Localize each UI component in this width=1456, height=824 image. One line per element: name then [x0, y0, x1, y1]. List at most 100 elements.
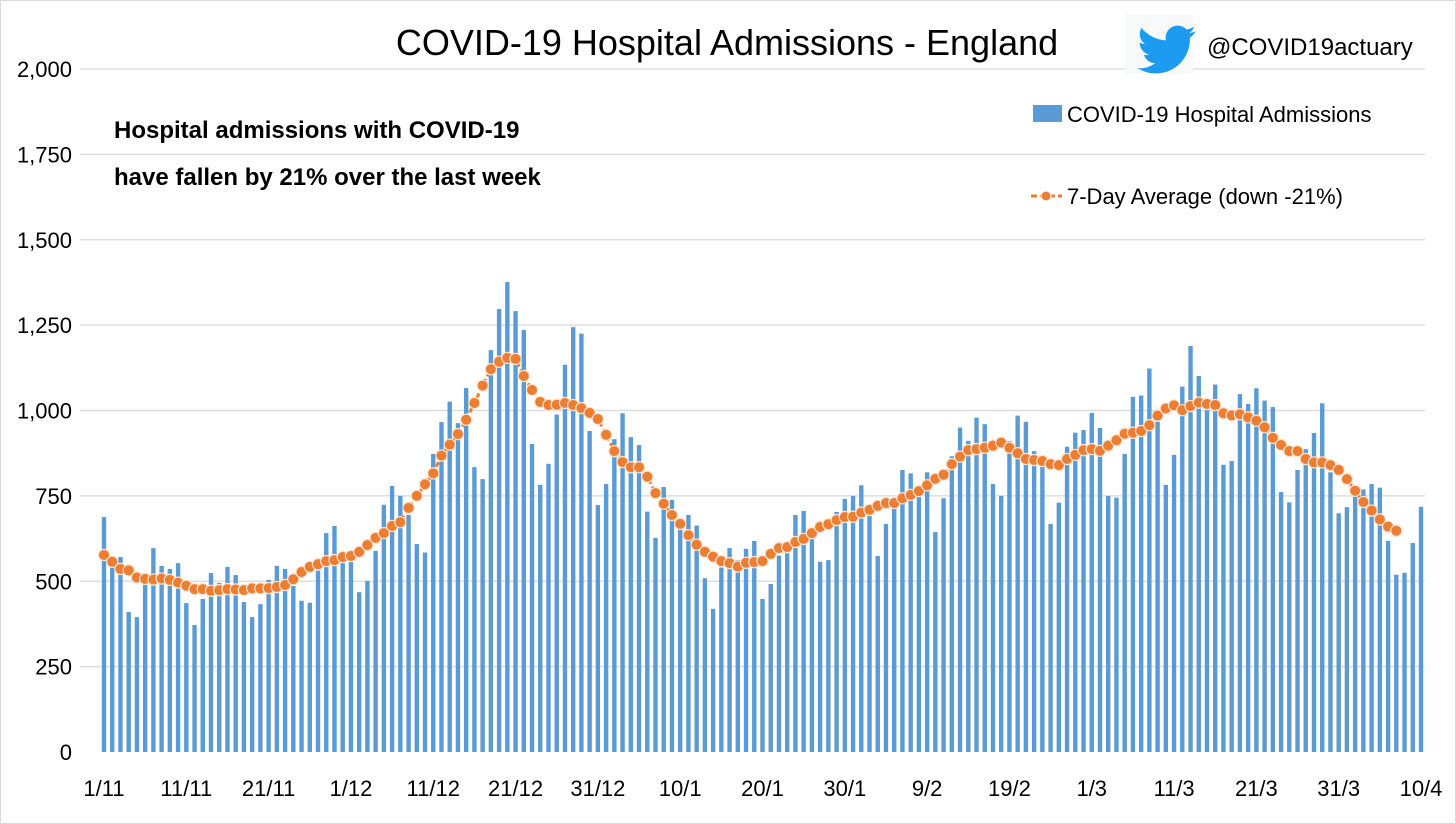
- bar: [307, 602, 312, 752]
- bar: [389, 485, 395, 752]
- average-point: [912, 484, 926, 498]
- bar: [752, 540, 757, 752]
- bar: [151, 548, 156, 752]
- bar: [1352, 496, 1358, 752]
- bar: [1031, 451, 1037, 752]
- bar: [134, 617, 140, 752]
- bar: [1106, 495, 1111, 752]
- bar: [463, 387, 469, 752]
- average-point: [945, 457, 959, 471]
- average-point: [797, 532, 810, 546]
- bar: [834, 511, 839, 752]
- bar: [1204, 410, 1210, 752]
- bar: [875, 555, 880, 752]
- average-point: [1052, 458, 1066, 472]
- bar: [348, 562, 354, 752]
- average-point: [451, 427, 465, 441]
- bar: [1311, 433, 1317, 752]
- bar: [645, 511, 650, 752]
- average-point: [756, 554, 769, 568]
- bar: [603, 483, 609, 752]
- legend-bar-swatch: [1033, 105, 1062, 122]
- average-point: [278, 578, 292, 592]
- bar: [1295, 469, 1300, 752]
- bar: [356, 592, 362, 752]
- legend-line-marker: [1040, 190, 1052, 202]
- bar: [365, 580, 370, 752]
- bar: [1147, 368, 1152, 752]
- twitter-handle: @COVID19actuary: [1207, 34, 1413, 61]
- average-point: [443, 438, 456, 451]
- bar: [826, 560, 831, 752]
- x-tick-label: 1/3: [1076, 776, 1107, 801]
- bar: [612, 439, 617, 752]
- bar: [118, 557, 123, 752]
- bar: [159, 565, 164, 752]
- average-point: [599, 428, 613, 441]
- average-point: [608, 444, 621, 458]
- bar: [760, 599, 765, 752]
- x-tick-label: 20/1: [741, 776, 784, 801]
- bar: [1155, 421, 1160, 752]
- legend: COVID-19 Hospital Admissions 7-Day Avera…: [1031, 102, 1371, 209]
- bar: [999, 495, 1004, 752]
- bar: [595, 505, 601, 752]
- bar: [1114, 497, 1119, 752]
- bar: [686, 514, 691, 752]
- bar: [225, 566, 230, 752]
- average-point: [583, 406, 596, 420]
- average-point: [1151, 409, 1164, 422]
- bar: [1344, 507, 1350, 752]
- bar: [513, 311, 518, 752]
- average-point: [937, 468, 950, 481]
- bar: [324, 533, 329, 752]
- bar: [1015, 415, 1020, 752]
- bar: [1369, 483, 1374, 752]
- x-tick-label: 21/3: [1235, 776, 1278, 801]
- average-point: [427, 467, 440, 480]
- average-point: [641, 470, 654, 483]
- bar: [554, 414, 559, 752]
- average-point: [476, 379, 489, 392]
- x-tick-label: 19/2: [988, 776, 1031, 801]
- x-tick-label: 31/12: [570, 776, 625, 801]
- average-point: [665, 508, 679, 522]
- average-line: [103, 356, 1397, 593]
- average-point: [673, 517, 687, 531]
- x-tick-label: 21/11: [242, 776, 295, 801]
- bar-series: [101, 282, 1424, 752]
- bar: [570, 327, 576, 752]
- y-tick-label: 250: [35, 655, 72, 680]
- x-tick-label: 21/12: [488, 776, 543, 801]
- x-tick-label: 11/12: [407, 776, 460, 801]
- bar: [315, 570, 321, 752]
- bar: [472, 467, 477, 752]
- bar: [217, 582, 222, 752]
- bar: [949, 456, 955, 752]
- bar: [505, 282, 510, 752]
- average-point: [1250, 414, 1263, 427]
- bar: [488, 350, 494, 752]
- bar: [1130, 396, 1136, 752]
- average-point: [953, 450, 967, 463]
- bar: [332, 525, 337, 752]
- bar: [1213, 384, 1218, 752]
- bar: [282, 568, 288, 752]
- average-point: [649, 486, 662, 500]
- average-point: [682, 528, 695, 542]
- bar: [414, 544, 419, 752]
- x-tick-label: 31/3: [1317, 776, 1360, 801]
- bar: [422, 552, 428, 752]
- annotation-line-1: Hospital admissions with COVID-19: [114, 117, 519, 144]
- bar: [916, 496, 922, 752]
- twitter-bird-icon: [1137, 25, 1196, 74]
- average-point: [1291, 444, 1304, 458]
- bar: [974, 417, 979, 752]
- bar: [727, 548, 732, 752]
- bar: [1097, 427, 1103, 752]
- bar: [142, 585, 148, 752]
- bar: [990, 483, 996, 752]
- bar: [340, 563, 345, 752]
- bar: [842, 498, 848, 752]
- bar: [900, 469, 905, 752]
